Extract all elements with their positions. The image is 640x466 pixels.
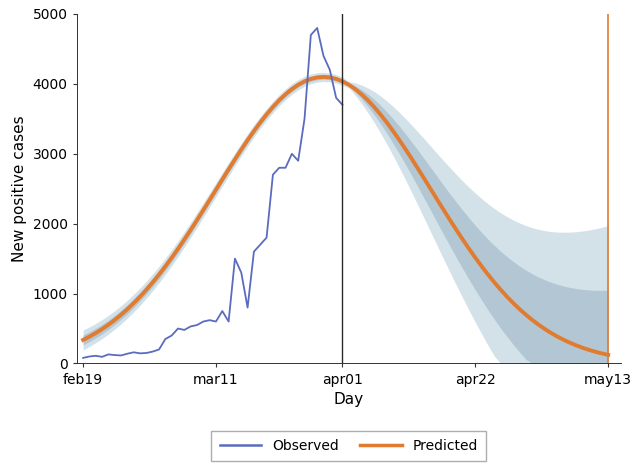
X-axis label: Day: Day bbox=[333, 392, 364, 407]
Y-axis label: New positive cases: New positive cases bbox=[12, 116, 27, 262]
Legend: Observed, Predicted: Observed, Predicted bbox=[211, 431, 486, 461]
